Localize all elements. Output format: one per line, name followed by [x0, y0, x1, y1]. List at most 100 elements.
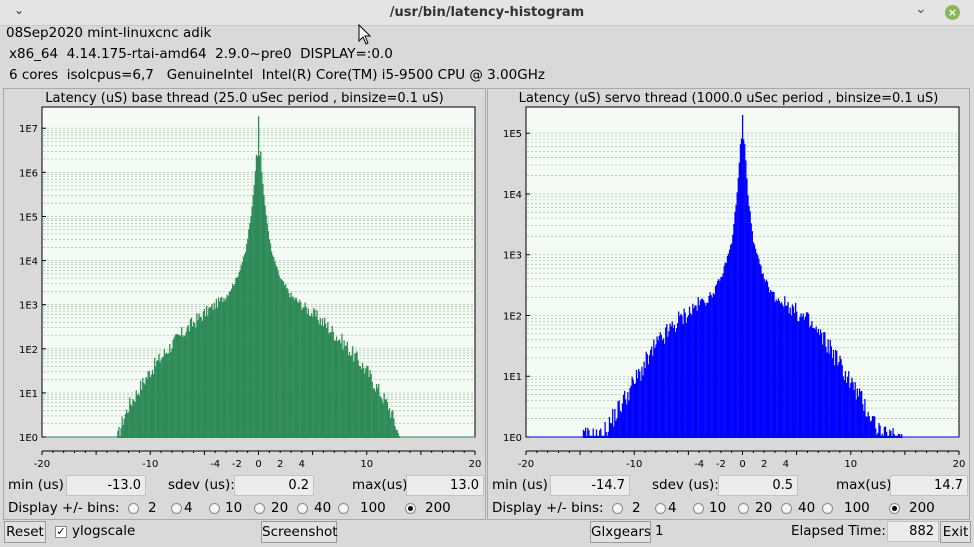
reset-button[interactable]: Reset [4, 521, 46, 543]
servo-bins-radio-200[interactable] [889, 503, 900, 514]
base-bar [190, 317, 193, 438]
servo-bins-radio-100[interactable] [822, 503, 833, 514]
servo-bins-option-2: 2 [632, 500, 641, 516]
servo-bar [780, 302, 783, 438]
base-bar [351, 354, 353, 438]
servo-bins-radio-40[interactable] [781, 503, 792, 514]
servo-bar [820, 332, 823, 438]
servo-y-tick-label: 1E2 [503, 311, 522, 322]
servo-bins-radio-4[interactable] [655, 503, 666, 514]
servo-bar [602, 435, 604, 438]
base-bar [332, 331, 334, 438]
minimize-icon[interactable]: ⌄ [915, 1, 927, 17]
servo-bar [606, 435, 608, 438]
base-bar [138, 395, 141, 438]
base-bar [358, 365, 360, 438]
servo-bar [660, 334, 663, 438]
servo-bar [625, 399, 627, 438]
base-bar [121, 416, 123, 438]
servo-bar [647, 364, 650, 438]
base-bar [248, 229, 250, 438]
servo-bar [795, 302, 797, 438]
base-bar [178, 335, 181, 438]
servo-bar [734, 211, 736, 438]
servo-bar [791, 304, 794, 438]
base-bar [168, 353, 170, 438]
servo-bar [774, 301, 776, 438]
base-bar [323, 317, 326, 438]
servo-bar [582, 429, 585, 438]
base-bins-radio-20[interactable] [254, 503, 265, 514]
base-bar [299, 299, 301, 438]
servo-bar [811, 321, 813, 438]
servo-bins-radio-10[interactable] [693, 503, 704, 514]
base-bins-radio-40[interactable] [297, 503, 308, 514]
servo-bar [773, 292, 775, 438]
servo-bar [872, 416, 875, 438]
base-bar [336, 341, 339, 438]
screenshot-button[interactable]: Screenshot [261, 521, 338, 543]
servo-bar [762, 273, 764, 438]
base-min-label: min (us) [8, 477, 64, 493]
base-bins-radio-4[interactable] [171, 503, 182, 514]
base-bins-radio-100[interactable] [338, 503, 349, 514]
base-bar [292, 296, 294, 438]
base-bins-radio-200[interactable] [405, 503, 416, 514]
servo-bar [662, 338, 665, 438]
base-bars [117, 116, 400, 438]
base-bins-radio-2[interactable] [128, 503, 139, 514]
servo-bar [633, 383, 635, 438]
base-bar [277, 270, 279, 438]
base-sdev-label: sdev (us): [168, 477, 235, 493]
window-titlebar: ⌄ /usr/bin/latency-histogram ⌄ × [0, 0, 974, 26]
base-bar [231, 283, 234, 438]
servo-bar [807, 313, 810, 438]
glxgears-button[interactable]: Glxgears [590, 521, 651, 543]
base-bar [147, 371, 149, 438]
servo-bar [839, 355, 841, 438]
servo-bar [829, 339, 831, 438]
base-bins-option-4: 4 [184, 500, 193, 516]
servo-bins-option-20: 20 [755, 500, 773, 516]
close-icon[interactable]: × [945, 5, 960, 20]
base-bar [396, 429, 398, 438]
ylogscale-checkbox[interactable]: ✓ [55, 526, 67, 538]
base-bar [136, 395, 139, 438]
window-menu-icon[interactable]: ⌄ [14, 3, 25, 17]
servo-bar [622, 394, 625, 438]
servo-bins-radio-2[interactable] [612, 503, 623, 514]
servo-bar [792, 306, 795, 438]
base-bins-option-10: 10 [225, 500, 243, 516]
servo-bar [861, 390, 863, 438]
servo-bar [648, 355, 651, 438]
base-bar [181, 327, 183, 438]
servo-bar [746, 178, 748, 438]
servo-bar [717, 280, 719, 438]
servo-bar [696, 310, 698, 438]
servo-bar [736, 192, 738, 438]
base-x-tick-label: 2 [277, 459, 283, 470]
servo-bar [747, 195, 749, 438]
servo-bar [802, 313, 804, 438]
base-bar [209, 307, 211, 438]
base-bar [167, 354, 169, 438]
servo-bar [857, 396, 860, 438]
base-bar [213, 302, 215, 438]
servo-bar [654, 348, 656, 438]
servo-bar [634, 383, 637, 438]
servo-y-tick-label: 1E5 [503, 129, 522, 140]
base-bar [325, 323, 327, 438]
servo-bar [692, 303, 694, 438]
servo-bar [837, 365, 839, 438]
base-bar [278, 275, 280, 438]
base-bar [195, 327, 197, 438]
servo-bar [680, 313, 682, 438]
exit-button[interactable]: Exit [940, 521, 971, 543]
servo-bar [629, 388, 631, 438]
servo-bar [597, 435, 600, 438]
base-bar [391, 411, 393, 438]
base-bar [345, 345, 347, 438]
base-bins-radio-10[interactable] [209, 503, 220, 514]
servo-bins-radio-20[interactable] [738, 503, 749, 514]
servo-bar [693, 308, 695, 438]
